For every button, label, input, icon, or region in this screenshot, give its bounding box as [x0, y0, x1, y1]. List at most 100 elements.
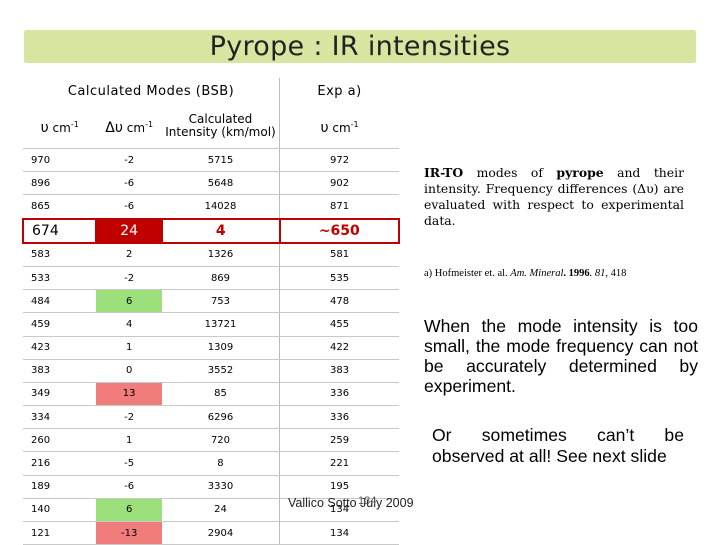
freq-calc-cell: 484: [23, 289, 97, 314]
delta-cell: 24: [95, 217, 163, 244]
intensity-cell: 2904: [161, 521, 281, 545]
nu-symbol: υ: [40, 119, 49, 136]
intensity-cell: 1326: [161, 242, 281, 267]
freq-exp-cell: 195: [279, 475, 399, 499]
table-row: 383 0 3552 383: [23, 359, 399, 383]
freq-calc-cell: 383: [23, 359, 97, 383]
desc-text1: modes of: [463, 165, 557, 180]
unit-exp: -1: [145, 119, 154, 129]
freq-exp-cell: 581: [279, 242, 399, 267]
delta-cell: -2: [96, 405, 162, 430]
intensity-cell: 5648: [161, 171, 281, 196]
delta-cell: 1: [96, 336, 162, 360]
nu-symbol: υ: [320, 119, 329, 136]
delta-cell: 4: [96, 312, 162, 337]
intensity-cell: 85: [161, 382, 281, 407]
delta-nu-symbol: Δυ: [105, 119, 123, 136]
delta-cell: 0: [96, 359, 162, 383]
table-row: 140 6 24 134: [23, 498, 399, 523]
intensity-header: Calculated Intensity (km/mol): [161, 104, 281, 149]
footer-text: Vallico Sotto July 2009: [288, 496, 414, 510]
freq-exp-cell: 478: [279, 289, 399, 314]
freq-calc-cell: 583: [23, 242, 97, 267]
delta-header: Δυ cm-1: [96, 104, 162, 149]
ref-journal: Am. Mineral: [510, 268, 564, 279]
freq-calc-cell: 334: [23, 405, 97, 430]
unit-label: cm: [52, 120, 71, 135]
table-row: 533 -2 869 535: [23, 266, 399, 291]
intensity-cell: 3552: [161, 359, 281, 383]
freq-calc-cell: 459: [23, 312, 97, 337]
delta-cell: -2: [96, 266, 162, 291]
table-row: 865 -6 14028 871: [23, 194, 399, 220]
exp-group-header: Exp a): [317, 83, 362, 99]
intensity-cell: 5715: [161, 148, 281, 173]
unit-label: cm: [126, 120, 146, 135]
freq-calc-header: υ cm-1: [23, 104, 97, 149]
calc-group-header: Calculated Modes (BSB): [23, 78, 281, 104]
freq-exp-cell: 259: [279, 428, 399, 453]
reference: a) Hofmeister et. al. Am. Mineral. 1996.…: [424, 268, 696, 279]
ref-vol: . 81: [589, 268, 606, 279]
intensity-cell: 1309: [161, 336, 281, 360]
table-row: 970 -2 5715 972: [23, 148, 399, 173]
freq-calc-cell: 896: [23, 171, 97, 196]
delta-cell: -13: [96, 521, 162, 545]
delta-cell: 13: [96, 382, 162, 407]
ir-intensities-table: Calculated Modes (BSB) Exp a) υ cm-1 Δυ …: [21, 78, 401, 545]
table-body: 970 -2 5715 972 896 -6 5648 902 865 -6 14028 871 674…: [21, 148, 401, 545]
description: IR-TO modes of pyrope and their intensit…: [424, 165, 684, 229]
freq-calc-cell: 349: [23, 382, 97, 407]
freq-calc-cell: 865: [23, 194, 97, 220]
table-row: 459 4 13721 455: [23, 312, 399, 337]
freq-exp-cell: 336: [279, 382, 399, 407]
intensity-cell: 6296: [161, 405, 281, 430]
table-row: 189 -6 3330 195: [23, 475, 399, 499]
footer: Vallico Sotto July 2009 134: [288, 495, 414, 510]
freq-calc-cell: 216: [23, 451, 97, 476]
table-row: 674 24 4 ~650: [21, 217, 401, 244]
intensity-cell: 13721: [161, 312, 281, 337]
ref-pages: , 418: [605, 268, 627, 279]
table-row: 216 -5 8 221: [23, 451, 399, 476]
freq-calc-cell: 121: [23, 521, 97, 545]
desc-bold-word: pyrope: [556, 165, 604, 180]
table-row: 583 2 1326 581: [23, 242, 399, 267]
note-intensity: When the mode intensity is too small, th…: [424, 316, 698, 396]
freq-exp-cell: 902: [279, 171, 399, 196]
freq-exp-cell: 221: [279, 451, 399, 476]
delta-cell: -6: [96, 171, 162, 196]
intensity-cell: 8: [161, 451, 281, 476]
delta-cell: -6: [96, 194, 162, 220]
intensity-cell: 14028: [161, 194, 281, 220]
freq-calc-cell: 970: [23, 148, 97, 173]
table-row: 121 -13 2904 134: [23, 521, 399, 545]
delta-cell: -6: [96, 475, 162, 499]
table-row: 260 1 720 259: [23, 428, 399, 453]
intensity-cell: 753: [161, 289, 281, 314]
delta-cell: -2: [96, 148, 162, 173]
freq-exp-cell: 972: [279, 148, 399, 173]
unit-exp: -1: [350, 119, 359, 129]
intensity-cell: 24: [161, 498, 281, 523]
intensity-cell: 3330: [161, 475, 281, 499]
note-observed: Or sometimes can’t be observed at all! S…: [432, 425, 684, 466]
table-row: 349 13 85 336: [23, 382, 399, 407]
ref-prefix: a) Hofmeister et. al.: [424, 268, 511, 279]
freq-exp-cell: 455: [279, 312, 399, 337]
freq-calc-cell: 674: [21, 217, 97, 244]
delta-cell: 6: [96, 498, 162, 523]
table-row: 896 -6 5648 902: [23, 171, 399, 196]
freq-calc-cell: 260: [23, 428, 97, 453]
desc-lead: IR-TO: [424, 165, 464, 180]
freq-calc-cell: 533: [23, 266, 97, 291]
freq-exp-header: υ cm-1: [279, 104, 399, 149]
freq-exp-cell: 134: [279, 521, 399, 545]
delta-cell: -5: [96, 451, 162, 476]
freq-exp-cell: 535: [279, 266, 399, 291]
desc-text2: and their intensity. Frequency differenc…: [424, 165, 684, 228]
freq-exp-cell: 422: [279, 336, 399, 360]
page-number: 134: [358, 495, 377, 507]
unit-label: cm: [332, 120, 351, 135]
delta-cell: 2: [96, 242, 162, 267]
